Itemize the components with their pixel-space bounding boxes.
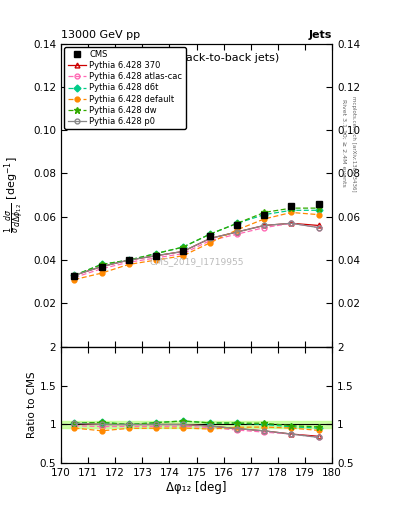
Legend: CMS, Pythia 6.428 370, Pythia 6.428 atlas-cac, Pythia 6.428 d6t, Pythia 6.428 de: CMS, Pythia 6.428 370, Pythia 6.428 atla… [64,47,185,129]
X-axis label: Δφ₁₂ [deg]: Δφ₁₂ [deg] [166,481,227,494]
Text: CMS_2019_I1719955: CMS_2019_I1719955 [149,258,244,266]
Y-axis label: Ratio to CMS: Ratio to CMS [27,372,37,438]
Text: mcplots.cern.ch [arXiv:1306.3436]: mcplots.cern.ch [arXiv:1306.3436] [351,96,356,191]
Y-axis label: $\frac{1}{\sigma}\frac{d\sigma}{d\Delta\phi_{12}}\ \mathrm{[deg^{-1}]}$: $\frac{1}{\sigma}\frac{d\sigma}{d\Delta\… [3,157,28,233]
Text: Rivet 3.1.10; ≥ 2.4M events: Rivet 3.1.10; ≥ 2.4M events [341,99,346,187]
Text: Jets: Jets [309,30,332,40]
Text: 13000 GeV pp: 13000 GeV pp [61,30,140,40]
Bar [61,420,332,429]
Text: Δφ(jj) (CMS back-to-back jets): Δφ(jj) (CMS back-to-back jets) [113,53,280,62]
